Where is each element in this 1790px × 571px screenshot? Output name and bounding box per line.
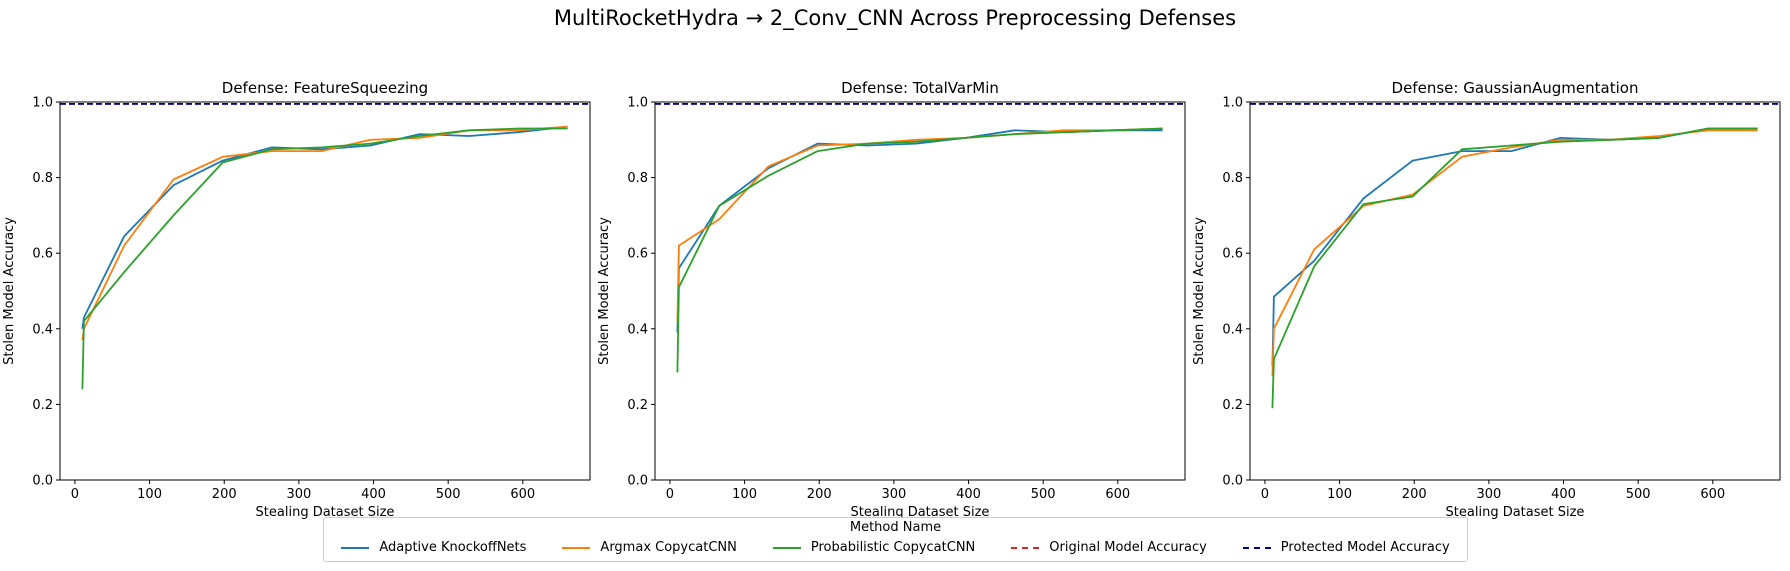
y-tick-label: 0.4 — [627, 322, 648, 337]
series-line — [81, 127, 568, 390]
y-tick-label: 0.4 — [1222, 322, 1243, 337]
legend: Method Name Adaptive KnockoffNets Argmax… — [323, 517, 1468, 562]
legend-label: Probabilistic CopycatCNN — [810, 540, 976, 555]
subplot-title: Defense: GaussianAugmentation — [1392, 79, 1639, 97]
series-line — [81, 125, 568, 341]
legend-swatch-dashed-line-icon — [1011, 546, 1040, 549]
y-axis-label: Stolen Model Accuracy — [2, 217, 17, 365]
series-line — [676, 127, 1163, 322]
x-axis-label: Stealing Dataset Size — [1446, 505, 1585, 520]
legend-label: Argmax CopycatCNN — [600, 540, 737, 555]
y-tick-label: 0.6 — [32, 247, 53, 262]
x-tick-label: 200 — [807, 487, 832, 502]
legend-items: Adaptive KnockoffNets Argmax CopycatCNN … — [324, 540, 1467, 555]
x-tick-label: 300 — [881, 487, 906, 502]
subplot: Defense: TotalVarMin 0 100 200 300 400 500 600 0… — [597, 79, 1186, 520]
y-tick-label: 0.2 — [627, 398, 648, 413]
y-tick-label: 1.0 — [32, 96, 53, 111]
series-line — [676, 129, 1163, 333]
legend-label: Original Model Accuracy — [1049, 540, 1207, 555]
x-tick-label: 100 — [1327, 487, 1352, 502]
axes-frame — [1249, 101, 1781, 481]
legend-item-probabilistic-copycatcnn: Probabilistic CopycatCNN — [772, 540, 976, 555]
series-line — [1271, 127, 1758, 367]
legend-label: Adaptive KnockoffNets — [379, 540, 527, 555]
y-tick-label: 0.8 — [627, 171, 648, 186]
figure-title: MultiRocketHydra → 2_Conv_CNN Across Pre… — [553, 6, 1237, 30]
x-tick-label: 200 — [212, 487, 237, 502]
y-axis-label: Stolen Model Accuracy — [597, 217, 612, 365]
y-axis-label: Stolen Model Accuracy — [1192, 217, 1207, 365]
axes-frame — [654, 101, 1186, 481]
legend-item-protected-model-accuracy: Protected Model Accuracy — [1242, 540, 1450, 555]
y-tick-label: 0.6 — [1222, 247, 1243, 262]
y-tick-label: 0.6 — [627, 247, 648, 262]
x-tick-label: 500 — [1626, 487, 1651, 502]
series-line — [81, 125, 568, 329]
subplot: Defense: FeatureSqueezing 0 100 200 300 400 50… — [2, 79, 591, 520]
y-tick-label: 0.0 — [627, 474, 648, 489]
x-tick-label: 400 — [361, 487, 386, 502]
series-line — [676, 127, 1163, 373]
subplot-title: Defense: FeatureSqueezing — [222, 79, 428, 97]
x-tick-label: 500 — [436, 487, 461, 502]
legend-item-argmax-copycatcnn: Argmax CopycatCNN — [562, 540, 737, 555]
x-tick-label: 400 — [956, 487, 981, 502]
legend-item-original-model-accuracy: Original Model Accuracy — [1011, 540, 1207, 555]
y-tick-label: 1.0 — [627, 96, 648, 111]
y-tick-label: 0.0 — [32, 474, 53, 489]
legend-swatch-line-icon — [772, 546, 801, 549]
y-tick-label: 0.8 — [1222, 171, 1243, 186]
legend-swatch-line-icon — [341, 546, 370, 549]
x-tick-label: 0 — [666, 487, 674, 502]
y-tick-label: 0.2 — [1222, 398, 1243, 413]
x-tick-label: 300 — [1476, 487, 1501, 502]
x-tick-label: 300 — [286, 487, 311, 502]
y-tick-label: 0.0 — [1222, 474, 1243, 489]
y-tick-label: 1.0 — [1222, 96, 1243, 111]
legend-label: Protected Model Accuracy — [1280, 540, 1450, 555]
x-axis-label: Stealing Dataset Size — [256, 505, 395, 520]
x-tick-label: 600 — [1700, 487, 1725, 502]
legend-swatch-line-icon — [562, 546, 591, 549]
axes-frame — [59, 101, 591, 481]
y-tick-label: 0.4 — [32, 322, 53, 337]
legend-swatch-dashed-line-icon — [1242, 546, 1271, 549]
series-line — [1271, 127, 1758, 409]
x-tick-label: 600 — [1105, 487, 1130, 502]
x-tick-label: 0 — [71, 487, 79, 502]
x-tick-label: 500 — [1031, 487, 1056, 502]
y-tick-label: 0.2 — [32, 398, 53, 413]
x-tick-label: 100 — [732, 487, 757, 502]
x-axis-label: Stealing Dataset Size — [851, 505, 990, 520]
x-tick-label: 400 — [1551, 487, 1576, 502]
subplot: Defense: GaussianAugmentation 0 100 200 300 4… — [1192, 79, 1781, 520]
legend-item-adaptive-knockoffnets: Adaptive KnockoffNets — [341, 540, 526, 555]
x-tick-label: 200 — [1402, 487, 1427, 502]
x-tick-label: 100 — [137, 487, 162, 502]
y-tick-label: 0.8 — [32, 171, 53, 186]
series-line — [1271, 129, 1758, 377]
x-tick-label: 0 — [1261, 487, 1269, 502]
subplot-title: Defense: TotalVarMin — [841, 79, 999, 97]
x-tick-label: 600 — [510, 487, 535, 502]
legend-title: Method Name — [849, 520, 942, 535]
